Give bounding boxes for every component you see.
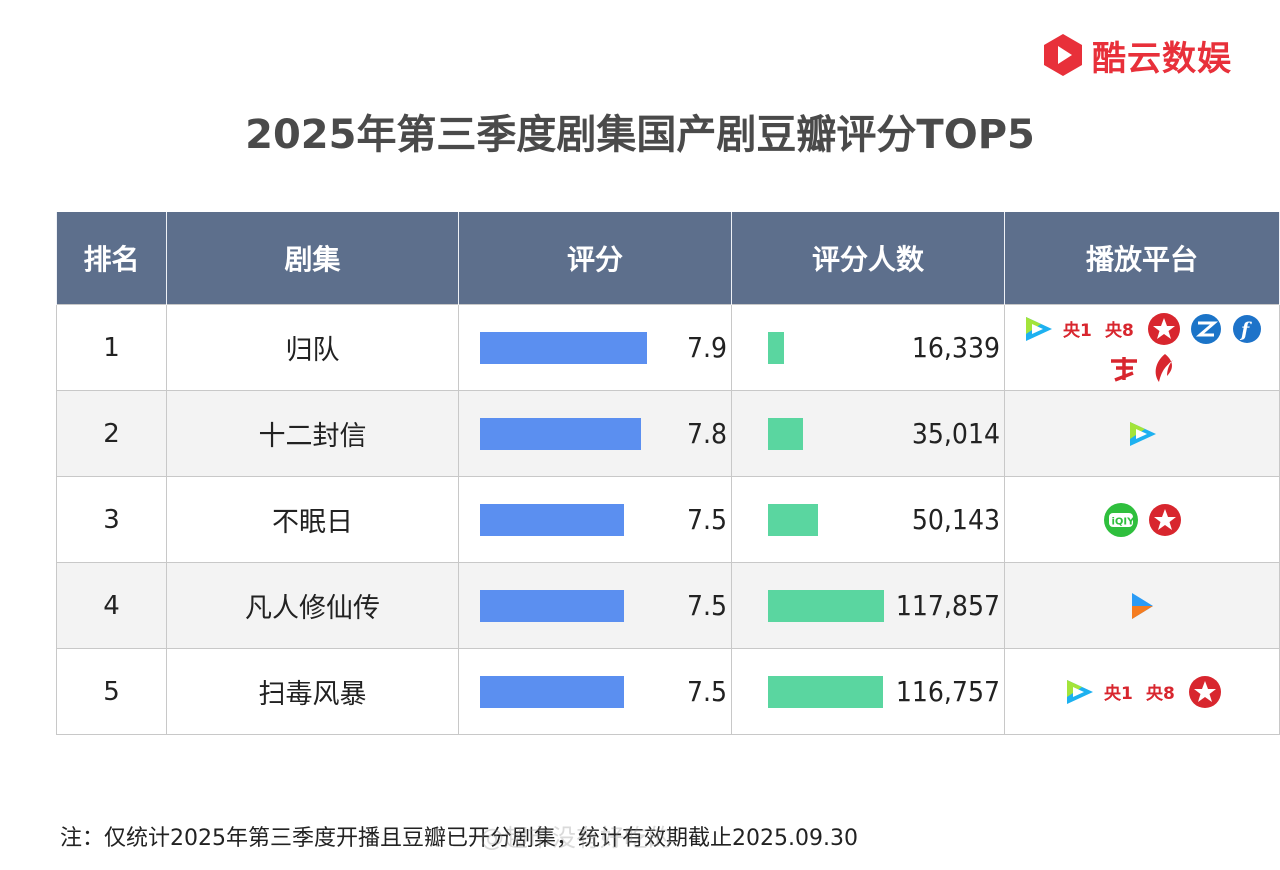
rank-cell: 1: [56, 304, 167, 391]
count-cell: 117,857: [731, 562, 1005, 649]
header-title: 剧集: [166, 212, 459, 305]
platform-icons: [1005, 585, 1279, 627]
score-cell: 7.5: [458, 476, 732, 563]
cctv1-icon: 央1: [1063, 317, 1097, 341]
score-label: 7.8: [686, 417, 727, 450]
youku-icon: [1126, 589, 1158, 623]
count-label: 117,857: [895, 589, 1000, 622]
header-count: 评分人数: [731, 212, 1005, 305]
tencent-video-icon: [1062, 677, 1096, 707]
cctv8-icon: 央8: [1105, 317, 1139, 341]
platform-cell: [1004, 390, 1280, 477]
header-score: 评分: [458, 212, 732, 305]
count-bar: [768, 504, 818, 536]
score-cell: 7.9: [458, 304, 732, 391]
platform-cell: iQIY: [1004, 476, 1280, 563]
cctv8-icon: 央8: [1146, 680, 1180, 704]
count-label: 35,014: [911, 417, 1000, 450]
table-body: 1 归队 7.9 16,339 央1 央8 f 2 十二封信 7.8 35,014 3 不眠日 7.5 50…: [56, 304, 1280, 735]
table-header-row: 排名 剧集 评分 评分人数 播放平台: [56, 212, 1280, 305]
score-label: 7.5: [686, 503, 727, 536]
footnote: 注：仅统计2025年第三季度开播且豆瓣已开分剧集，统计有效期截止2025.09.…: [60, 826, 858, 851]
cctv1-icon: 央1: [1104, 680, 1138, 704]
title-cell: 十二封信: [166, 390, 459, 477]
svg-text:央8: 央8: [1105, 320, 1134, 341]
count-cell: 50,143: [731, 476, 1005, 563]
score-bar: [480, 590, 624, 622]
score-cell: 7.8: [458, 390, 732, 477]
platform-icons: [1005, 415, 1279, 453]
guangdong-tv-icon: [1107, 353, 1141, 383]
ranking-table: 排名 剧集 评分 评分人数 播放平台 1 归队 7.9 16,339 央1 央8 f 2 十二封…: [56, 212, 1280, 735]
title-cell: 不眠日: [166, 476, 459, 563]
score-cell: 7.5: [458, 648, 732, 735]
svg-text:f: f: [1239, 319, 1252, 341]
tencent-video-icon: [1021, 314, 1055, 344]
count-label: 116,757: [895, 675, 1000, 708]
dragon-tv-icon: [1147, 312, 1181, 346]
platform-cell: 央1 央8: [1004, 648, 1280, 735]
platform-icons: 央1 央8 f: [1005, 308, 1279, 388]
brand-name: 酷云数娱: [1092, 38, 1232, 79]
table-row: 3 不眠日 7.5 50,143 iQIY: [56, 476, 1280, 563]
platform-icons: 央1 央8: [1005, 671, 1279, 713]
dragon-tv-icon: [1148, 503, 1182, 537]
svg-text:iQIY: iQIY: [1112, 516, 1136, 527]
count-label: 50,143: [911, 503, 1000, 536]
score-bar: [480, 332, 647, 364]
count-cell: 35,014: [731, 390, 1005, 477]
table-row: 4 凡人修仙传 7.5 117,857: [56, 562, 1280, 649]
count-bar: [768, 676, 884, 708]
title-cell: 扫毒风暴: [166, 648, 459, 735]
rank-cell: 5: [56, 648, 167, 735]
score-bar: [480, 676, 624, 708]
fujian-tv-icon: f: [1231, 313, 1263, 345]
iqiyi-icon: iQIY: [1102, 501, 1140, 539]
brand-play-icon: [1044, 34, 1082, 76]
rank-cell: 3: [56, 476, 167, 563]
count-cell: 116,757: [731, 648, 1005, 735]
platform-cell: 央1 央8 f: [1004, 304, 1280, 391]
title-cell: 凡人修仙传: [166, 562, 459, 649]
score-cell: 7.5: [458, 562, 732, 649]
header-platform: 播放平台: [1004, 212, 1280, 305]
shenzhen-tv-icon: [1149, 352, 1177, 384]
brand-logo: 酷云数娱: [1040, 28, 1232, 82]
count-label: 16,339: [911, 331, 1000, 364]
header-rank: 排名: [56, 212, 167, 305]
score-bar: [480, 504, 624, 536]
platform-icons: iQIY: [1005, 497, 1279, 543]
chart-title: 2025年第三季度剧集国产剧豆瓣评分TOP5: [245, 112, 1035, 158]
count-bar: [768, 332, 785, 364]
score-bar: [480, 418, 641, 450]
svg-text:央1: 央1: [1104, 683, 1133, 704]
table-row: 5 扫毒风暴 7.5 116,757 央1 央8: [56, 648, 1280, 735]
zhejiang-tv-icon: [1189, 312, 1223, 346]
rank-cell: 2: [56, 390, 167, 477]
title-cell: 归队: [166, 304, 459, 391]
score-label: 7.5: [686, 675, 727, 708]
score-label: 7.9: [686, 331, 727, 364]
count-bar: [768, 590, 885, 622]
table-row: 2 十二封信 7.8 35,014: [56, 390, 1280, 477]
rank-cell: 4: [56, 562, 167, 649]
svg-text:央1: 央1: [1063, 320, 1092, 341]
table-row: 1 归队 7.9 16,339 央1 央8 f: [56, 304, 1280, 391]
tencent-video-icon: [1125, 419, 1159, 449]
watermark: @超市没有好吃的: [480, 824, 672, 852]
svg-text:央8: 央8: [1146, 683, 1175, 704]
score-label: 7.5: [686, 589, 727, 622]
count-bar: [768, 418, 803, 450]
dragon-tv-icon: [1188, 675, 1222, 709]
count-cell: 16,339: [731, 304, 1005, 391]
platform-cell: [1004, 562, 1280, 649]
